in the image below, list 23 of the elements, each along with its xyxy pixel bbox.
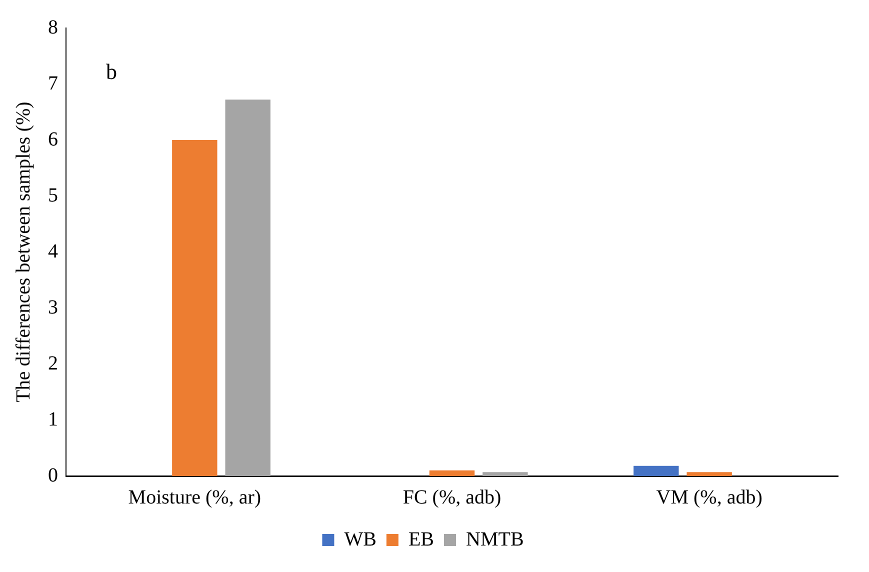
bar	[634, 466, 679, 476]
y-tick-label: 1	[48, 408, 58, 430]
bar	[429, 470, 475, 476]
bar	[482, 472, 528, 476]
annotation: b	[106, 58, 117, 84]
x-tick-label: FC (%, adb)	[402, 486, 502, 508]
x-tick-label: Moisture (%, ar)	[128, 486, 262, 508]
y-axis-title: The differences between samples (%)	[12, 102, 34, 402]
legend-label: WB	[344, 528, 376, 550]
y-tick-label: 4	[48, 240, 58, 262]
y-tick-label: 8	[48, 16, 58, 38]
legend-label: EB	[408, 528, 434, 550]
y-tick-label: 2	[48, 352, 58, 374]
y-tick-label: 0	[48, 464, 58, 486]
x-tick-label: VM (%, adb)	[656, 486, 762, 508]
bar	[686, 472, 732, 476]
y-tick-label: 3	[48, 296, 58, 318]
y-tick-label: 7	[48, 72, 58, 94]
y-tick-label: 6	[48, 128, 58, 150]
legend-label: NMTB	[466, 528, 524, 550]
bar	[225, 100, 270, 476]
y-tick-label: 5	[48, 184, 58, 206]
bar	[172, 140, 218, 476]
